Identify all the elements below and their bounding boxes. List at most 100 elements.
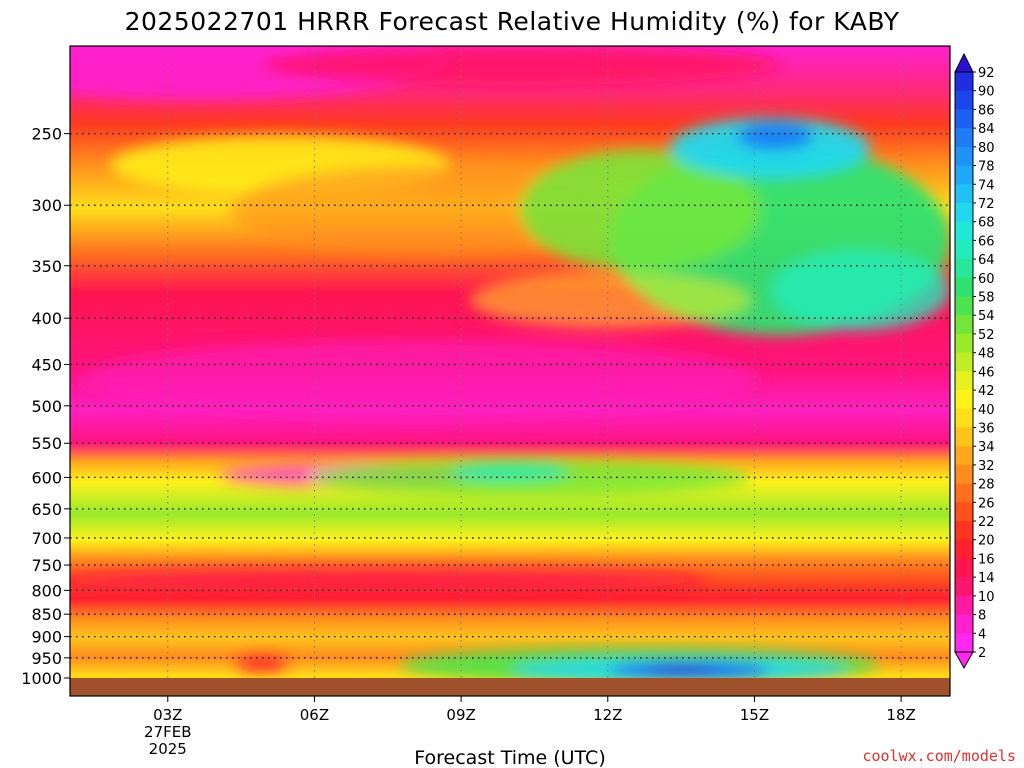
colorbar-label-72: 72 bbox=[978, 197, 995, 212]
colorbar-segment-72 bbox=[955, 202, 973, 223]
y-tick-label-700: 700 bbox=[31, 529, 62, 548]
colorbar-segment-34 bbox=[955, 446, 973, 466]
y-tick-label-800: 800 bbox=[31, 581, 62, 600]
colorbar-segment-8 bbox=[955, 614, 973, 634]
grid-lines bbox=[70, 46, 950, 678]
colorbar-segment-40 bbox=[955, 408, 973, 428]
y-tick-label-750: 750 bbox=[31, 556, 62, 575]
colorbar-segment-64 bbox=[955, 259, 973, 279]
field-dry-core-450 bbox=[80, 340, 760, 420]
colorbar-segment-60 bbox=[955, 277, 973, 298]
x-tick-sublabel-27FEB: 27FEB bbox=[144, 723, 191, 741]
colorbar-segment-80 bbox=[955, 146, 973, 167]
y-tick-label-300: 300 bbox=[31, 196, 62, 215]
x-tick-label-15Z: 15Z bbox=[740, 706, 769, 724]
y-tick-label-400: 400 bbox=[31, 309, 62, 328]
colorbar-label-92: 92 bbox=[978, 66, 995, 81]
y-axis: 250 300 350 400 450 500 550 600 650 700 750 800 850 9… bbox=[21, 125, 70, 688]
colorbar-label-68: 68 bbox=[978, 216, 995, 231]
credit-text: coolwx.com/models bbox=[862, 747, 1016, 765]
ground bbox=[70, 678, 950, 696]
colorbar-label-86: 86 bbox=[978, 103, 995, 118]
field-dry-950 bbox=[236, 656, 288, 672]
colorbar-segment-4 bbox=[955, 633, 973, 653]
x-tick-sublabel-2025: 2025 bbox=[149, 740, 187, 758]
x-tick-label-09Z: 09Z bbox=[446, 706, 475, 724]
colorbar-arrow-bottom bbox=[954, 651, 974, 670]
colorbar-label-36: 36 bbox=[978, 421, 995, 436]
colorbar-segment-66 bbox=[955, 240, 973, 260]
field-dry-800 bbox=[70, 568, 710, 592]
y-tick-label-450: 450 bbox=[31, 355, 62, 374]
colorbar-label-60: 60 bbox=[978, 272, 995, 287]
colorbar-segment-16 bbox=[955, 558, 973, 578]
x-tick-label-18Z: 18Z bbox=[886, 706, 915, 724]
colorbar-label-32: 32 bbox=[978, 459, 995, 474]
chart-title: 2025022701 HRRR Forecast Relative Humidi… bbox=[125, 7, 900, 36]
plot-area bbox=[70, 46, 950, 696]
colorbar-label-46: 46 bbox=[978, 365, 995, 380]
field-dry-upper bbox=[260, 46, 780, 85]
colorbar-label-42: 42 bbox=[978, 384, 995, 399]
colorbar-segment-42 bbox=[955, 390, 973, 410]
colorbar-label-52: 52 bbox=[978, 328, 995, 343]
colorbar-segment-52 bbox=[955, 333, 973, 354]
colorbar-label-90: 90 bbox=[978, 85, 995, 100]
colorbar-label-16: 16 bbox=[978, 552, 995, 567]
field-teal-600 bbox=[450, 462, 570, 482]
y-tick-label-950: 950 bbox=[31, 649, 62, 668]
colorbar-segment-86 bbox=[955, 109, 973, 129]
colorbar-label-66: 66 bbox=[978, 234, 995, 249]
colorbar-label-74: 74 bbox=[978, 178, 995, 193]
colorbar-label-8: 8 bbox=[978, 609, 986, 624]
colorbar-segment-78 bbox=[955, 165, 973, 185]
colorbar-segment-84 bbox=[955, 128, 973, 148]
x-tick-label-03Z: 03Z bbox=[153, 706, 182, 724]
colorbar-label-10: 10 bbox=[978, 590, 995, 605]
colorbar-segment-68 bbox=[955, 221, 973, 241]
colorbar-segment-26 bbox=[955, 502, 973, 522]
y-tick-label-850: 850 bbox=[31, 605, 62, 624]
y-tick-label-900: 900 bbox=[31, 628, 62, 647]
colorbar: 9290868480787472686664605854524846424036… bbox=[954, 52, 995, 670]
colorbar-segment-54 bbox=[955, 315, 973, 335]
colorbar-segment-14 bbox=[955, 577, 973, 597]
y-tick-label-600: 600 bbox=[31, 468, 62, 487]
x-axis-label: Forecast Time (UTC) bbox=[414, 747, 605, 768]
colorbar-segment-74 bbox=[955, 184, 973, 204]
x-tick-label-12Z: 12Z bbox=[593, 706, 622, 724]
colorbar-segment-48 bbox=[955, 352, 973, 372]
colorbar-segment-36 bbox=[955, 427, 973, 447]
field-moist-teal-400 bbox=[770, 250, 950, 330]
field-moist-green-mid bbox=[520, 150, 760, 270]
colorbar-label-64: 64 bbox=[978, 253, 995, 268]
colorbar-label-34: 34 bbox=[978, 440, 995, 455]
plot-frame bbox=[69, 45, 951, 697]
colorbar-label-2: 2 bbox=[978, 646, 986, 661]
colorbar-segment-32 bbox=[955, 464, 973, 485]
colorbar-label-28: 28 bbox=[978, 478, 995, 493]
colorbar-label-40: 40 bbox=[978, 403, 995, 418]
x-tick-label-06Z: 06Z bbox=[300, 706, 329, 724]
colorbar-segment-20 bbox=[955, 539, 973, 559]
colorbar-segment-90 bbox=[955, 90, 973, 110]
colorbar-segment-22 bbox=[955, 521, 973, 541]
colorbar-label-54: 54 bbox=[978, 309, 995, 324]
colorbar-label-4: 4 bbox=[978, 627, 986, 642]
colorbar-label-80: 80 bbox=[978, 141, 995, 156]
colorbar-segment-92 bbox=[955, 72, 973, 92]
y-tick-label-650: 650 bbox=[31, 500, 62, 519]
colorbar-frame bbox=[954, 71, 974, 653]
colorbar-label-14: 14 bbox=[978, 571, 995, 586]
field-moist-950-core bbox=[646, 663, 714, 673]
colorbar-segment-28 bbox=[955, 483, 973, 503]
y-tick-label-500: 500 bbox=[31, 397, 62, 416]
colorbar-arrow-top bbox=[954, 52, 974, 73]
colorbar-segment-46 bbox=[955, 371, 973, 391]
colorbar-label-78: 78 bbox=[978, 160, 995, 175]
y-tick-label-350: 350 bbox=[31, 257, 62, 276]
y-tick-label-250: 250 bbox=[31, 125, 62, 144]
colorbar-segment-58 bbox=[955, 296, 973, 316]
